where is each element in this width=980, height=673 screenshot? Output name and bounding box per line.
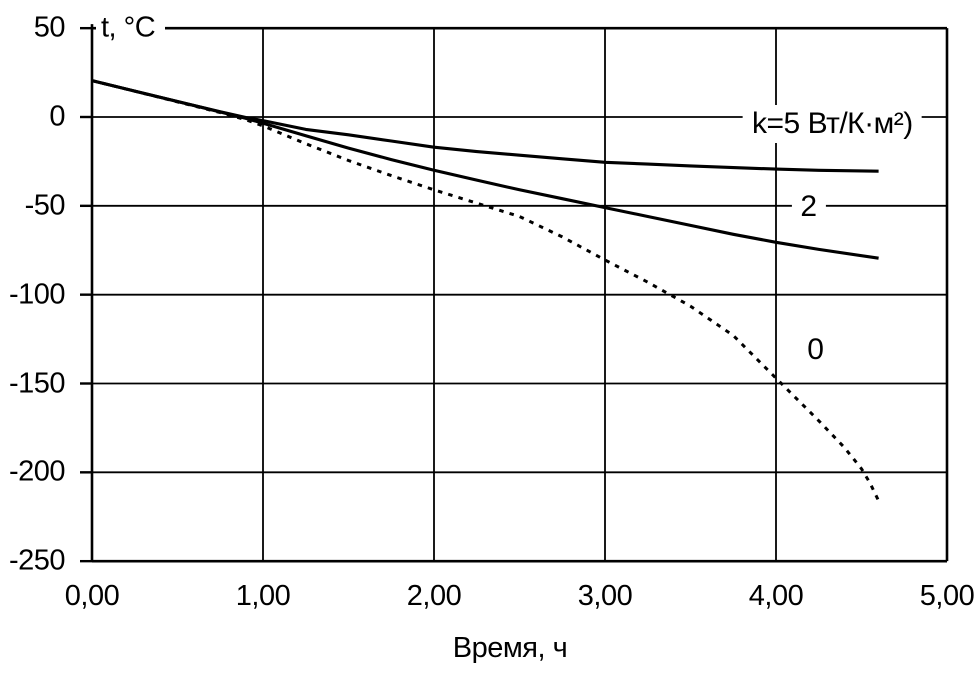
x-tick-label: 0,00 bbox=[64, 580, 120, 612]
x-tick-label: 2,00 bbox=[406, 580, 462, 612]
y-tick-label: 50 bbox=[33, 11, 66, 44]
y-tick-label: -150 bbox=[8, 367, 66, 399]
x-axis-title: Время, ч bbox=[452, 632, 568, 664]
y-axis-title: t, °C bbox=[96, 9, 166, 47]
curve-k2 bbox=[91, 79, 879, 260]
y-tick-label: -250 bbox=[8, 544, 66, 577]
y-tick-label: -100 bbox=[8, 278, 66, 311]
x-tick-label: 5,00 bbox=[919, 580, 975, 612]
y-tick-label: -200 bbox=[8, 455, 66, 488]
x-tick-label: 1,00 bbox=[235, 580, 291, 612]
curve-label-k0: 0 bbox=[798, 330, 833, 369]
curve-k0 bbox=[91, 79, 880, 502]
curve-label-k2: 2 bbox=[791, 187, 826, 226]
x-tick-label: 4,00 bbox=[748, 580, 804, 612]
x-tick-label: 3,00 bbox=[577, 580, 633, 612]
y-tick-label: 0 bbox=[49, 100, 65, 133]
y-tick-label: -50 bbox=[24, 189, 66, 222]
curve-label-k5: k=5 Вт/К·м²) bbox=[743, 105, 922, 144]
